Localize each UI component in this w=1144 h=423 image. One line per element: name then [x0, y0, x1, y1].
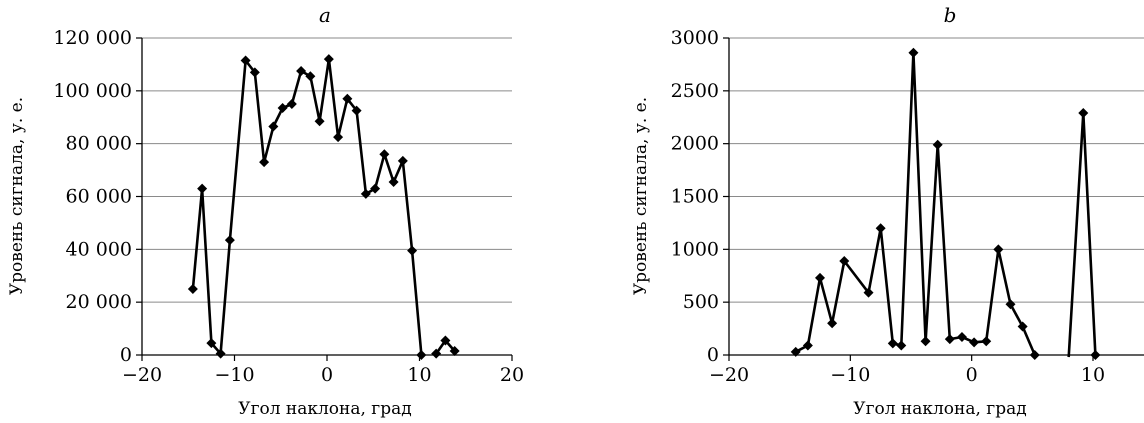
panel-b-data-point: [875, 223, 886, 234]
panel-a-y-tick-label: 40 000: [66, 238, 132, 260]
panel-b-y-axis-label: Уровень сигнала, у. е.: [631, 97, 651, 295]
panel-b-data-point: [887, 338, 898, 349]
panel-a-data-point: [407, 245, 418, 256]
panel-b-y-tick-label: 2500: [671, 80, 719, 102]
panel-a-data-point: [187, 283, 198, 294]
panel-a-y-tick-label: 100 000: [53, 80, 132, 102]
panel-b-data-point: [944, 334, 955, 345]
panel-b-y-tick-label: 3000: [671, 27, 719, 49]
panel-b-data-point: [993, 244, 1004, 255]
panel-a-data-point: [323, 54, 334, 65]
panel-b-title: b: [944, 3, 957, 27]
panel-a-data-point: [224, 235, 235, 246]
panel-a-data-point: [342, 93, 353, 104]
panel-b-data-point: [896, 340, 907, 351]
panel-a-data-point: [397, 155, 408, 166]
panel-a-data-point: [388, 176, 399, 187]
panel-b-x-tick-label: 0: [966, 364, 978, 386]
panel-b-data-point: [827, 318, 838, 329]
panel-b-y-tick-label: 2000: [671, 133, 719, 155]
panel-a-data-point: [360, 188, 371, 199]
panel-a-data-point: [431, 348, 442, 359]
panel-b-data-point: [956, 332, 967, 343]
panel-b-data-point: [1029, 350, 1040, 360]
panel-a-title: a: [319, 3, 331, 27]
panel-a-data-point: [370, 183, 381, 194]
panel-b-data-point: [908, 47, 919, 58]
panel-b-x-axis-label: Угол наклона, град: [853, 399, 1026, 419]
panel-a-data-point: [379, 149, 390, 160]
panel-a-data-point: [314, 116, 325, 127]
panel-a-data-point: [449, 346, 460, 357]
panel-b-y-tick-label: 0: [707, 344, 719, 366]
panel-a-y-tick-label: 80 000: [66, 133, 132, 155]
panel-a-x-tick-label: 0: [321, 364, 333, 386]
panel-a-data-point: [296, 66, 307, 77]
panel-a-data-point: [268, 121, 279, 132]
panel-a-data-point: [305, 71, 316, 82]
panel-a-data-point: [416, 350, 427, 360]
panel-b: b Угол наклона, град Уровень сигнала, у.…: [631, 3, 1144, 419]
panel-b-data-point: [839, 255, 850, 266]
panel-a-y-tick-label: 120 000: [53, 27, 132, 49]
panel-a: a Угол наклона, град Уровень сигнала, у.…: [7, 3, 524, 419]
panel-a-data-point: [197, 183, 208, 194]
panel-a-y-axis-label: Уровень сигнала, у. е.: [7, 97, 27, 295]
panel-b-series-line: [1067, 111, 1097, 358]
panel-a-data-point: [351, 105, 362, 116]
panel-b-series-line: [795, 51, 1036, 356]
panel-a-y-tick-label: 20 000: [66, 291, 132, 313]
panel-b-data-point: [981, 336, 992, 347]
panel-b-data-point: [1005, 299, 1016, 310]
panel-a-x-axis-label: Угол наклона, град: [238, 399, 411, 419]
panel-a-x-tick-label: −10: [214, 364, 254, 386]
panel-a-data-point: [206, 338, 217, 349]
panel-a-data-point: [286, 99, 297, 110]
panel-a-data-point: [215, 348, 226, 359]
panel-b-x-tick-label: −10: [830, 364, 870, 386]
panel-b-y-tick-label: 1500: [671, 186, 719, 208]
panel-a-data-point: [440, 335, 451, 346]
panel-a-x-tick-label: 10: [407, 364, 431, 386]
panel-a-series-line: [191, 57, 423, 356]
panel-b-data-point: [1017, 321, 1028, 332]
panel-b-data-point: [1090, 350, 1101, 360]
panel-b-data-point: [920, 336, 931, 347]
panel-a-y-tick-label: 60 000: [66, 186, 132, 208]
panel-b-data-point: [863, 287, 874, 298]
panel-a-data-point: [277, 103, 288, 114]
panel-a-data-point: [249, 67, 260, 78]
panel-b-x-tick-label: 10: [1081, 364, 1105, 386]
panel-a-y-tick-label: 0: [120, 344, 132, 366]
panel-a-x-tick-label: −20: [122, 364, 162, 386]
panel-b-data-point: [1078, 108, 1089, 119]
panel-b-x-tick-label: −20: [709, 364, 749, 386]
panel-a-data-point: [259, 157, 270, 168]
panel-b-data-point: [802, 340, 813, 351]
panel-a-data-point: [333, 132, 344, 143]
panel-a-data-point: [240, 55, 251, 66]
panel-b-data-point: [969, 337, 980, 348]
panel-a-x-tick-label: 20: [500, 364, 524, 386]
panel-b-data-point: [815, 272, 825, 283]
panel-b-y-tick-label: 500: [683, 291, 719, 313]
panel-b-data-point: [932, 139, 943, 150]
panel-b-y-tick-label: 1000: [671, 238, 719, 260]
panel-b-data-point: [790, 346, 801, 357]
